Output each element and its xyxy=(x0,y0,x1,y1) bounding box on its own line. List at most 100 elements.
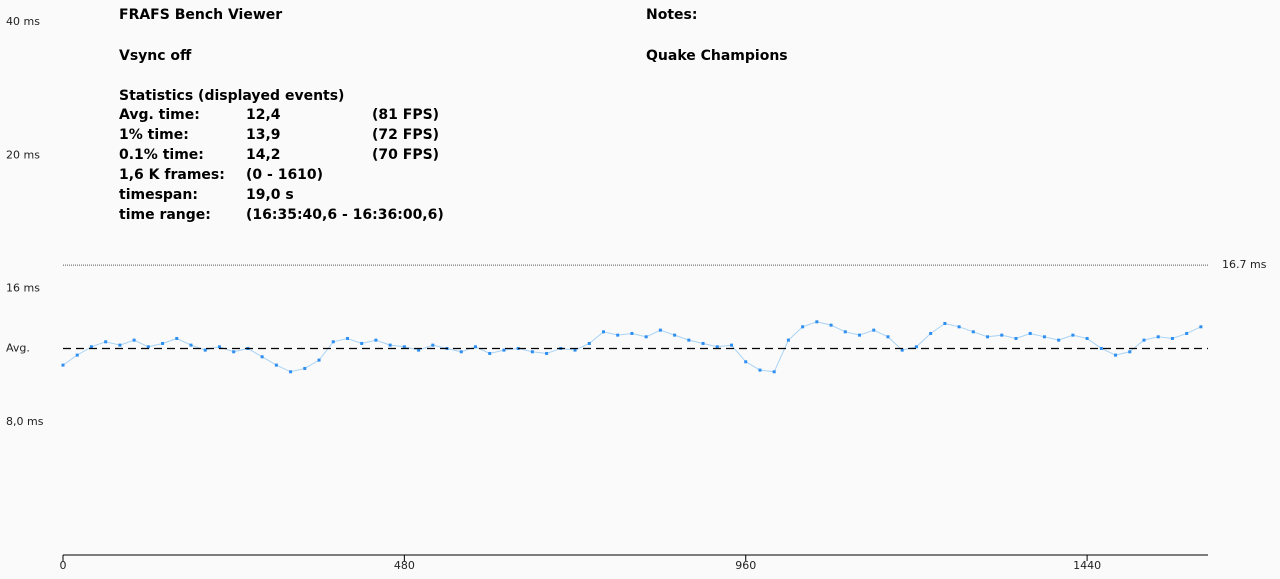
point xyxy=(858,333,862,337)
x-tick-label: 960 xyxy=(735,559,756,572)
point xyxy=(644,335,648,339)
point xyxy=(274,363,278,367)
point xyxy=(118,343,122,347)
point xyxy=(303,366,307,370)
stats-cell: (81 FPS) xyxy=(372,107,439,123)
stats-cell: (72 FPS) xyxy=(372,127,439,143)
reference-label: 16.7 ms xyxy=(1222,258,1267,271)
point xyxy=(1185,331,1189,335)
point xyxy=(971,330,975,334)
reference-label: Avg. xyxy=(6,341,30,354)
stats-cell: (70 FPS) xyxy=(372,147,439,163)
point xyxy=(431,343,435,347)
x-tick-label: 0 xyxy=(60,559,67,572)
point xyxy=(1099,346,1103,350)
point xyxy=(1156,335,1160,339)
point xyxy=(89,345,93,349)
point xyxy=(232,350,236,354)
stats-title: Statistics (displayed events) xyxy=(119,88,344,104)
series-line xyxy=(62,321,1202,373)
point xyxy=(1014,336,1018,340)
point xyxy=(61,363,65,367)
point xyxy=(473,345,477,349)
point xyxy=(189,343,193,347)
point xyxy=(673,333,677,337)
point xyxy=(886,335,890,339)
point xyxy=(1114,353,1118,357)
point xyxy=(1042,335,1046,339)
point xyxy=(488,351,492,355)
stats-cell: timespan: xyxy=(119,187,198,203)
point xyxy=(744,360,748,364)
point xyxy=(1199,325,1203,329)
point xyxy=(829,323,833,327)
stats-cell: 14,2 xyxy=(246,147,281,163)
point xyxy=(146,345,150,349)
point xyxy=(402,345,406,349)
stats-cell: (16:35:40,6 - 16:36:00,6) xyxy=(246,207,444,223)
stats-cell: 0.1% time: xyxy=(119,147,204,163)
x-tick-label: 1440 xyxy=(1073,559,1101,572)
point xyxy=(75,353,79,357)
y-tick-label: 16 ms xyxy=(6,282,40,295)
point xyxy=(843,330,847,334)
point xyxy=(175,336,179,340)
point xyxy=(914,345,918,349)
point xyxy=(1028,331,1032,335)
point xyxy=(104,340,108,344)
stats-cell: 19,0 s xyxy=(246,187,294,203)
point xyxy=(616,333,620,337)
point xyxy=(986,335,990,339)
y-tick-label: 8,0 ms xyxy=(6,415,44,428)
point xyxy=(715,345,719,349)
point xyxy=(730,343,734,347)
point xyxy=(1128,350,1132,354)
point xyxy=(1142,338,1146,342)
y-tick-label: 40 ms xyxy=(6,15,40,28)
stats-cell: 12,4 xyxy=(246,107,281,123)
stats-cell: (0 - 1610) xyxy=(246,167,323,183)
point xyxy=(459,350,463,354)
stats-cell: 1% time: xyxy=(119,127,189,143)
point xyxy=(872,328,876,332)
point xyxy=(758,368,762,372)
point xyxy=(260,355,264,359)
point xyxy=(1170,336,1174,340)
point xyxy=(801,325,805,329)
point xyxy=(417,348,421,352)
point xyxy=(545,351,549,355)
point xyxy=(601,330,605,334)
notes-label: Notes: xyxy=(646,7,697,23)
point xyxy=(701,341,705,345)
point xyxy=(374,338,378,342)
point xyxy=(900,348,904,352)
x-tick-label: 480 xyxy=(394,559,415,572)
point xyxy=(289,370,293,374)
point xyxy=(1057,338,1061,342)
chart-title: FRAFS Bench Viewer xyxy=(119,7,282,23)
point xyxy=(957,325,961,329)
point xyxy=(587,341,591,345)
point xyxy=(530,350,534,354)
point xyxy=(317,358,321,362)
point xyxy=(502,348,506,352)
point xyxy=(1071,333,1075,337)
stats-cell: 13,9 xyxy=(246,127,281,143)
point xyxy=(217,345,221,349)
point xyxy=(360,341,364,345)
point xyxy=(388,343,392,347)
point xyxy=(573,348,577,352)
point xyxy=(630,331,634,335)
stats-cell: Avg. time: xyxy=(119,107,200,123)
point xyxy=(1085,336,1089,340)
point xyxy=(772,370,776,374)
point xyxy=(161,341,165,345)
stats-cell: 1,6 K frames: xyxy=(119,167,225,183)
point xyxy=(687,338,691,342)
point xyxy=(203,348,207,352)
point xyxy=(331,340,335,344)
point xyxy=(132,338,136,342)
chart-subtitle: Vsync off xyxy=(119,48,192,64)
stats-cell: time range: xyxy=(119,207,211,223)
